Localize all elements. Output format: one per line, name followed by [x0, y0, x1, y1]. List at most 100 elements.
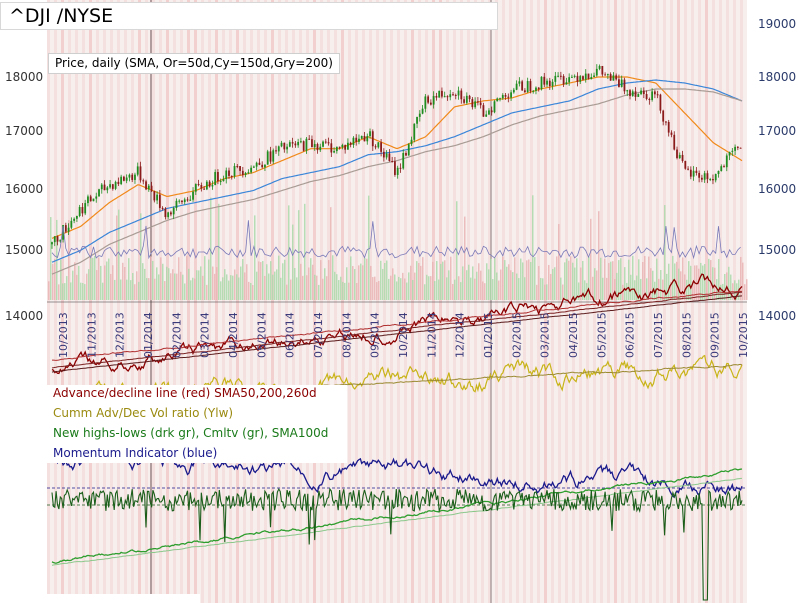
- price-candle: [656, 94, 659, 96]
- volume-bar: [730, 274, 732, 300]
- price-candle: [106, 187, 109, 191]
- volume-bar: [348, 282, 350, 300]
- volume-bar: [640, 278, 642, 300]
- background-stripe: [334, 0, 337, 603]
- volume-bar: [700, 262, 702, 300]
- volume-bar: [742, 262, 744, 300]
- volume-bar: [134, 284, 136, 300]
- price-candle: [551, 81, 554, 87]
- background-stripe: [187, 0, 190, 603]
- price-candle: [380, 142, 382, 152]
- price-candle: [311, 139, 313, 148]
- price-candle: [421, 108, 424, 114]
- price-candle: [734, 146, 736, 151]
- volume-bar: [680, 271, 682, 300]
- volume-bar: [94, 255, 96, 300]
- volume-bar: [296, 277, 298, 300]
- x-tick-label: 11/2013: [85, 312, 98, 358]
- background-stripe: [180, 0, 183, 603]
- volume-bar: [314, 274, 316, 300]
- volume-bar: [650, 268, 652, 300]
- volume-bar: [506, 266, 508, 300]
- volume-bar: [596, 270, 598, 300]
- volume-bar: [480, 270, 482, 300]
- y-tick-right: 19000: [758, 17, 796, 31]
- volume-bar: [428, 276, 430, 300]
- price-candle: [587, 73, 590, 79]
- price-candle: [197, 184, 200, 186]
- y-tick-left: 18000: [5, 70, 43, 84]
- price-candle: [341, 144, 344, 148]
- volume-bar: [604, 258, 606, 300]
- background-stripe: [411, 0, 414, 603]
- background-stripe: [453, 0, 456, 603]
- volume-bar: [696, 265, 698, 300]
- x-tick-label: 10/2015: [737, 312, 750, 358]
- price-candle: [399, 167, 402, 169]
- price-candle: [200, 185, 203, 189]
- adline-sma50: [52, 290, 743, 361]
- background-stripe: [740, 0, 743, 603]
- price-candle: [501, 95, 504, 99]
- bottom-strip: [0, 594, 200, 603]
- background-stripe: [145, 0, 148, 603]
- price-candle: [327, 142, 330, 144]
- volume-bar: [418, 263, 420, 300]
- price-candle: [441, 90, 443, 97]
- price-candle: [291, 142, 294, 144]
- y-tick-left: 15000: [5, 243, 43, 257]
- price-candle: [98, 189, 100, 197]
- background-stripe: [719, 0, 722, 603]
- background-stripe: [642, 0, 645, 603]
- volume-bar: [194, 278, 196, 300]
- price-candle: [266, 151, 269, 165]
- volume-bar: [580, 267, 582, 300]
- volume-bar: [288, 205, 290, 300]
- right-axis-strip: [748, 0, 798, 603]
- volume-bar: [52, 263, 54, 300]
- volume-bar: [426, 274, 428, 300]
- price-candle: [642, 90, 645, 95]
- volume-bar: [76, 274, 78, 300]
- volume-bar: [346, 267, 348, 300]
- volume-bar: [102, 282, 104, 300]
- volume-bar: [628, 259, 630, 300]
- volume-bar: [620, 258, 622, 300]
- volume-bar: [186, 255, 188, 300]
- background-stripe: [68, 0, 71, 603]
- price-candle: [665, 121, 667, 123]
- volume-bar: [554, 267, 556, 300]
- price-candle: [524, 90, 526, 93]
- volume-bar: [518, 278, 520, 300]
- x-tick-label: 03/2014: [199, 312, 212, 358]
- price-candle: [89, 196, 92, 202]
- price-candle: [374, 146, 377, 148]
- price-candle: [510, 92, 512, 98]
- background-stripe: [446, 0, 449, 603]
- legend-newhl: New highs-lows (drk gr), Cmltv (gr), SMA…: [53, 426, 329, 440]
- volume-bar: [468, 264, 470, 300]
- volume-bar: [378, 280, 380, 300]
- price-candle: [150, 185, 153, 192]
- price-candle: [250, 167, 253, 173]
- price-candle: [203, 188, 206, 190]
- volume-bar: [396, 281, 398, 300]
- volume-bar: [326, 276, 328, 300]
- background-stripe: [432, 0, 435, 603]
- volume-bar: [114, 279, 116, 300]
- x-tick-label: 12/2013: [114, 312, 127, 358]
- volume-bar: [474, 278, 476, 300]
- price-candle: [322, 141, 324, 147]
- volume-bar: [588, 256, 590, 300]
- price-candle: [324, 141, 327, 143]
- volume-bar: [548, 264, 550, 300]
- background-stripe: [173, 0, 176, 603]
- volume-bar: [204, 256, 206, 300]
- volume-bar: [638, 259, 640, 300]
- volume-bar: [352, 266, 354, 300]
- volume-bar: [734, 280, 736, 300]
- volume-bar: [290, 279, 292, 300]
- price-candle: [53, 236, 56, 243]
- price-candle: [131, 174, 134, 180]
